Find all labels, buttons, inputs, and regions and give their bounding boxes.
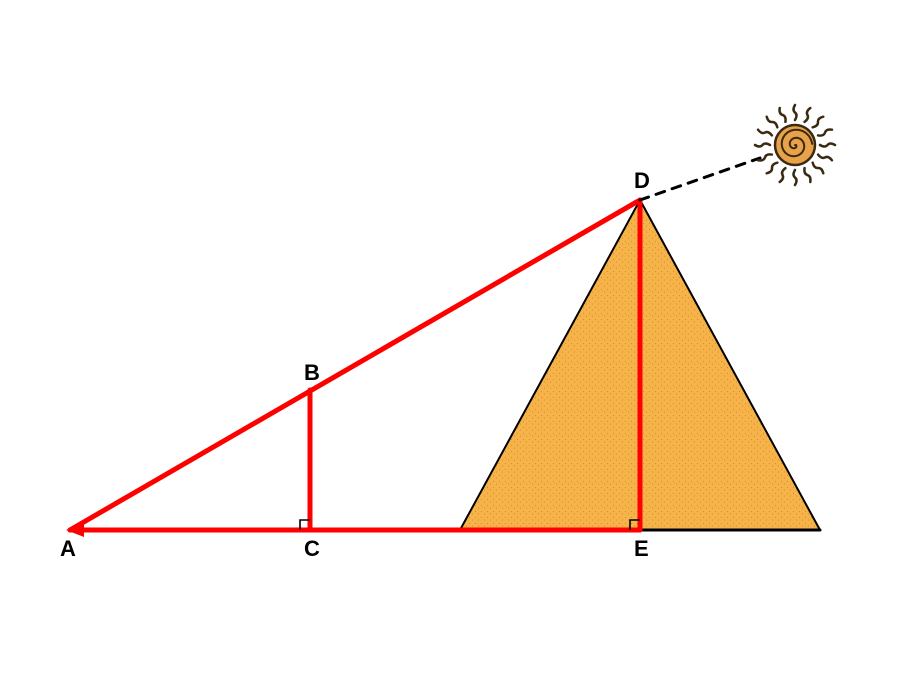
- sun-ray-dashed: [640, 158, 760, 200]
- sun-ray: [794, 105, 797, 120]
- point-label-B: B: [304, 360, 320, 385]
- point-label-A: A: [60, 536, 76, 561]
- sun-ray: [820, 144, 835, 147]
- sun-ray: [805, 108, 811, 122]
- sun-ray: [813, 117, 824, 128]
- sun-ray: [818, 130, 832, 136]
- sun-ray: [755, 144, 770, 147]
- sun-ray: [780, 168, 786, 182]
- sun-icon: [755, 105, 835, 185]
- sun-ray: [767, 117, 778, 128]
- point-label-E: E: [634, 536, 649, 561]
- sun-ray: [818, 155, 832, 161]
- point-label-D: D: [634, 168, 650, 193]
- sun-ray: [758, 130, 772, 136]
- sun-ray: [780, 108, 786, 122]
- sun-ray: [813, 163, 824, 174]
- sun-ray: [804, 168, 810, 182]
- point-label-C: C: [304, 536, 320, 561]
- sun-ray: [794, 170, 797, 185]
- sun-ray: [767, 163, 778, 174]
